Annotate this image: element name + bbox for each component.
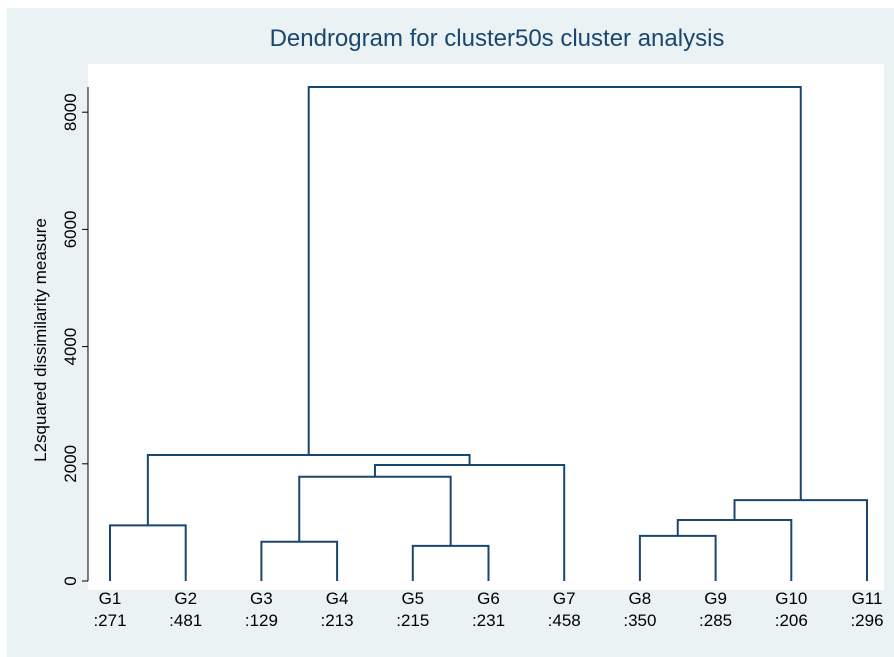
merge-link — [109, 524, 187, 581]
y-tick-label: 4000 — [61, 328, 80, 366]
leaf-label: G10 — [775, 589, 807, 608]
merge-link — [638, 534, 717, 581]
merge-link — [307, 86, 802, 501]
leaf-label: G1 — [99, 589, 122, 608]
leaf-count: :213 — [321, 611, 354, 630]
leaf-label: G7 — [553, 589, 576, 608]
y-axis-title: L2squared dissimilarity measure — [31, 218, 50, 462]
leaf-count: :296 — [850, 611, 883, 630]
leaf-count: :215 — [396, 611, 429, 630]
leaf-label: G4 — [326, 589, 349, 608]
leaf-count: :271 — [93, 611, 126, 630]
plot-region — [88, 64, 884, 590]
leaf-label: G3 — [250, 589, 273, 608]
leaf-count: :481 — [169, 611, 202, 630]
leaf-label: G11 — [852, 589, 883, 608]
y-tick-label: 8000 — [61, 93, 80, 131]
merge-link — [733, 499, 868, 581]
leaf-label: G2 — [174, 589, 197, 608]
y-tick-label: 0 — [61, 576, 80, 585]
leaf-count: :129 — [245, 611, 278, 630]
leaf-count: :231 — [472, 611, 505, 630]
leaf-count: :285 — [699, 611, 732, 630]
merge-link — [411, 544, 490, 581]
merge-link — [676, 519, 793, 581]
leaf-count: :458 — [548, 611, 581, 630]
y-tick-label: 6000 — [61, 210, 80, 248]
leaf-label: G5 — [401, 589, 424, 608]
leaf-label: G9 — [704, 589, 727, 608]
y-tick-label: 2000 — [61, 445, 80, 483]
chart-title: Dendrogram for cluster50s cluster analys… — [270, 25, 725, 52]
leaf-label: G8 — [629, 589, 652, 608]
merge-link — [298, 475, 452, 546]
leaf-count: :350 — [623, 611, 656, 630]
merge-link — [373, 463, 566, 581]
leaf-label: G6 — [477, 589, 500, 608]
leaf-count: :206 — [775, 611, 808, 630]
merge-link — [260, 540, 339, 581]
